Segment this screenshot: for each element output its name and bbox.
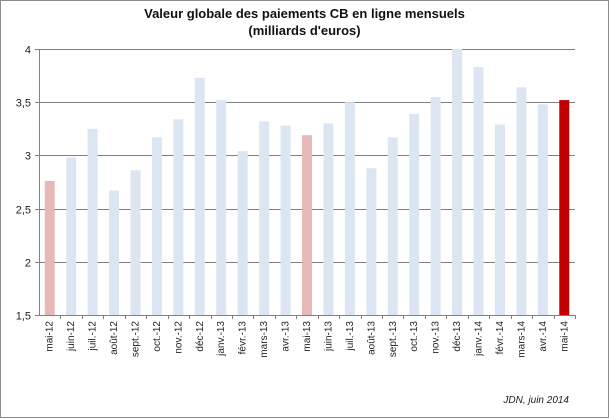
y-tick-label: 4 bbox=[25, 45, 31, 57]
bar bbox=[109, 190, 120, 315]
bar bbox=[216, 100, 227, 316]
x-tick-label: nov.-12 bbox=[173, 321, 184, 354]
x-tick-label: févr.-14 bbox=[495, 321, 506, 355]
x-tick-label: août-13 bbox=[366, 321, 377, 355]
x-tick-label: mars-13 bbox=[259, 321, 270, 358]
bars bbox=[44, 49, 570, 316]
bar bbox=[516, 87, 527, 315]
x-tick-label: sept.-12 bbox=[130, 321, 141, 358]
x-tick-label: juin-13 bbox=[323, 321, 334, 352]
x-tick-label: oct.-13 bbox=[409, 321, 420, 352]
bar bbox=[559, 100, 570, 316]
bar bbox=[537, 104, 548, 315]
bar bbox=[409, 113, 420, 316]
bar bbox=[87, 128, 98, 315]
x-tick-label: juil.-12 bbox=[88, 321, 99, 352]
x-tick-labels: mai-12 juin-12 juil.-12 août-12 sept.-12 oct.… bbox=[45, 321, 571, 358]
bar bbox=[494, 124, 505, 315]
source-note: JDN, juin 2014 bbox=[503, 395, 569, 406]
bar bbox=[473, 67, 484, 315]
bar bbox=[280, 125, 291, 315]
y-tick-labels: 1,5 2 2,5 3 3,5 4 bbox=[16, 45, 31, 323]
x-tick-label: oct.-12 bbox=[152, 321, 163, 352]
bar bbox=[194, 77, 205, 315]
chart-subtitle: (milliards d'euros) bbox=[248, 23, 361, 38]
x-tick-label: juil.-13 bbox=[345, 321, 356, 352]
x-tick-label: mai-14 bbox=[559, 321, 570, 352]
x-tick-label: janv.-13 bbox=[216, 321, 227, 357]
x-tick-label: août-12 bbox=[109, 321, 120, 355]
y-tick-label: 1,5 bbox=[16, 311, 31, 323]
chart-title-block: Valeur globale des paiements CB en ligne… bbox=[0, 5, 609, 39]
x-tick-label: avr.-14 bbox=[538, 321, 549, 352]
y-tick-label: 3 bbox=[25, 151, 31, 163]
bar bbox=[44, 180, 55, 315]
bar bbox=[237, 151, 248, 315]
y-tick-label: 2,5 bbox=[16, 205, 31, 217]
x-tick-label: mars-14 bbox=[516, 321, 527, 358]
y-tick-label: 3,5 bbox=[16, 98, 31, 110]
bar bbox=[173, 119, 184, 315]
x-tick-label: déc-13 bbox=[452, 321, 463, 352]
bar bbox=[259, 121, 270, 316]
bar bbox=[344, 102, 355, 315]
x-tick-label: avr.-13 bbox=[281, 321, 292, 352]
bar bbox=[302, 135, 312, 315]
bar bbox=[130, 170, 141, 315]
x-tick-label: mai-12 bbox=[45, 321, 56, 352]
bar bbox=[151, 137, 162, 315]
axes bbox=[35, 49, 576, 319]
x-tick-label: mai-13 bbox=[302, 321, 313, 352]
bar bbox=[366, 168, 377, 315]
bar bbox=[323, 123, 334, 315]
y-tick-label: 2 bbox=[25, 258, 31, 270]
x-tick-label: déc-12 bbox=[195, 321, 206, 352]
bar bbox=[66, 157, 77, 315]
x-tick-label: nov.-13 bbox=[431, 321, 442, 354]
chart-title: Valeur globale des paiements CB en ligne… bbox=[144, 6, 465, 21]
x-tick-label: sept.-13 bbox=[388, 321, 399, 358]
x-tick-label: juin-12 bbox=[66, 321, 77, 352]
bar bbox=[452, 49, 463, 315]
x-tick-label: janv.-14 bbox=[474, 321, 485, 357]
x-tick-label: févr.-13 bbox=[238, 321, 249, 355]
bar bbox=[387, 137, 398, 315]
bar bbox=[430, 96, 441, 315]
